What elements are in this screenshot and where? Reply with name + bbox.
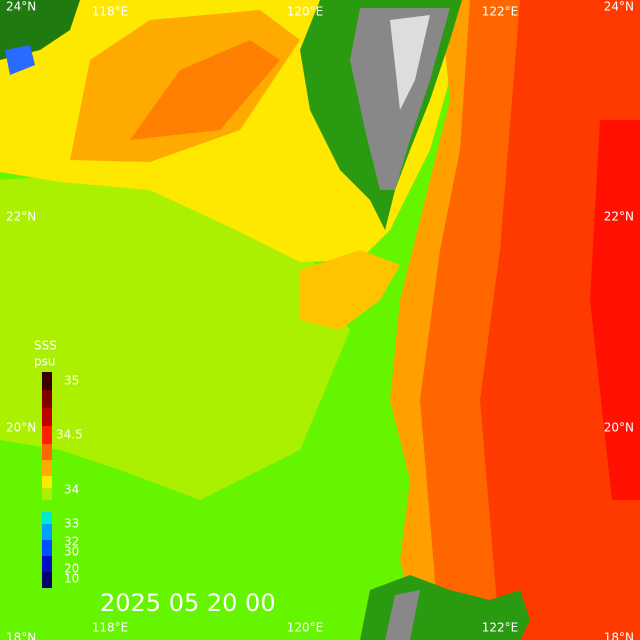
colorbar-label: 10 [64, 572, 79, 586]
lat-label: 20°N [6, 421, 36, 435]
colorbar-label: 35 [64, 374, 79, 388]
lat-label: 22°N [604, 210, 634, 224]
lon-label: 122°E [482, 621, 519, 635]
colorbar-label: 33 [64, 517, 79, 531]
colorbar-unit: psu [34, 355, 55, 369]
colorbar-label: 20 [64, 562, 79, 576]
colorbar [42, 372, 52, 588]
colorbar-variable: SSS [34, 339, 57, 353]
lat-label: 24°N [604, 0, 634, 14]
colorbar-label: 30 [64, 545, 79, 559]
colorbar-label: 32 [64, 535, 79, 549]
colorbar-label: 34 [64, 483, 79, 497]
timestamp: 2025 05 20 00 [100, 589, 276, 617]
lon-label: 120°E [287, 621, 324, 635]
lon-label: 120°E [287, 5, 324, 19]
lon-label: 118°E [92, 5, 129, 19]
lat-label: 18°N [6, 631, 36, 640]
lat-label: 24°N [6, 0, 36, 14]
land [0, 0, 530, 640]
lat-label: 22°N [6, 210, 36, 224]
lon-label: 118°E [92, 621, 129, 635]
lat-label: 20°N [604, 421, 634, 435]
lat-label: 18°N [604, 631, 634, 640]
colorbar-label: 34.5 [56, 428, 83, 442]
lon-label: 122°E [482, 5, 519, 19]
